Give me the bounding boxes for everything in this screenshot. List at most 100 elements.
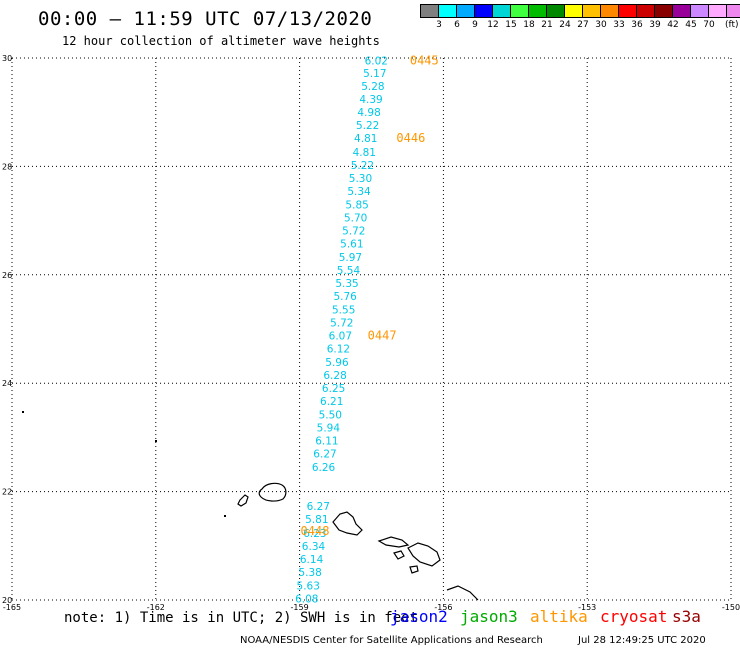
legend-label: 36 [631,20,643,30]
niihau-island [237,494,249,507]
hawaii-island [446,585,479,601]
swh-value: 6.11 [315,436,338,448]
mission-s3a: s3a [672,607,701,626]
y-tick-label: 28 [2,162,12,171]
x-tick-label: -153 [578,603,596,612]
swh-value: 6.07 [329,331,352,343]
legend-swatch [546,4,565,18]
swh-value: 5.97 [339,252,362,264]
y-tick-label: 20 [2,596,12,605]
swh-value: 6.27 [313,449,336,461]
x-tick-label: -159 [291,603,309,612]
generation-timestamp: Jul 28 12:49:25 UTC 2020 [578,635,706,646]
swh-value: 5.81 [305,514,328,526]
legend-label: 70 [703,20,715,30]
swh-value: 6.28 [323,370,346,382]
swh-value: 6.14 [300,554,324,566]
legend-swatch [636,4,655,18]
swh-value: 5.30 [349,173,372,185]
oahu-island [332,511,363,536]
footer-note: note: 1) Time is in UTC; 2) SWH is in fe… [64,610,419,626]
legend-label: 21 [541,20,553,30]
swh-value: 6.27 [307,501,330,513]
y-tick-label: 22 [2,488,12,497]
legend-label: 18 [523,20,535,30]
pass-time-label: 0445 [410,54,439,68]
swh-value: 6.25 [322,383,345,395]
legend-labels: (ft) 3 6 9 12 15 18 21 24 27 30 33 36 39 42 45 70 [421,18,740,32]
legend-swatch [708,4,727,18]
legend-swatch [690,4,709,18]
legend-label: 15 [505,20,517,30]
tick-labels: -165 -162 -159 -156 -153 -150 30 28 26 24 22 20 [2,54,740,612]
molokai-island [377,536,410,548]
legend-label: 9 [472,20,478,30]
swh-value: 6.12 [327,344,350,356]
swh-value: 6.34 [302,541,326,553]
legend-swatch [528,4,547,18]
swh-value: 5.72 [330,317,353,329]
islet-mark [22,411,24,413]
x-tick-label: -165 [3,603,21,612]
pass-time-label: 0446 [396,131,425,145]
kahoolawe-island [409,565,419,574]
pass-labels: 0445 0446 0447 0448 [301,54,439,538]
legend-swatch [672,4,691,18]
swh-value: 5.85 [345,199,368,211]
swh-value: 6.26 [312,462,336,474]
swh-value: 5.22 [356,120,379,132]
swh-value: 6.21 [320,396,343,408]
swh-value: 5.63 [297,580,320,592]
y-tick-label: 26 [2,271,12,280]
small-islets [22,411,226,517]
mission-altika: altika [530,607,588,626]
legend-label: 42 [667,20,679,30]
pass-time-label: 0447 [368,329,397,343]
maui-island [407,542,441,567]
legend-swatch [600,4,619,18]
legend-swatch [510,4,529,18]
swh-value: 5.35 [335,278,358,290]
legend-label: 33 [613,20,625,30]
x-tick-label: -150 [722,603,740,612]
swh-value: 4.81 [353,147,376,159]
swh-value: 5.17 [363,68,386,80]
legend-swatch [438,4,457,18]
swh-value: 5.28 [361,81,384,93]
swh-value: 6.08 [295,593,318,605]
legend-unit: (ft) [725,20,739,30]
swh-value: 6.02 [365,56,388,68]
mission-cryosat: cryosat [600,607,668,626]
swh-value: 5.61 [340,238,363,250]
legend-swatch [564,4,583,18]
legend-label: 3 [436,20,442,30]
legend-swatches [420,4,740,18]
legend-swatch [456,4,475,18]
legend-label: 30 [595,20,607,30]
hawaii-coastline [237,482,479,601]
swh-value: 4.98 [357,107,380,119]
y-tick-label: 24 [2,379,12,388]
map-title: 00:00 – 11:59 UTC 07/13/2020 [38,8,373,30]
swh-value: 5.22 [351,160,374,172]
islet-mark [155,440,157,442]
legend-label: 12 [487,20,499,30]
credit-line: NOAA/NESDIS Center for Satellite Applica… [240,635,543,646]
legend-label: 6 [454,20,460,30]
lanai-island [393,550,405,560]
legend-label: 45 [685,20,697,30]
legend-swatch [582,4,601,18]
legend-swatch [618,4,637,18]
legend-swatch [492,4,511,18]
swh-value: 5.38 [298,567,321,579]
y-tick-label: 30 [2,54,12,63]
mission-jason2: jason2 [390,607,448,626]
legend-swatch [474,4,493,18]
swh-value: 5.76 [333,291,357,303]
swh-value: 5.50 [319,410,342,422]
swh-value: 4.39 [359,94,382,106]
swh-value: 5.55 [332,304,355,316]
x-tick-label: -156 [434,603,452,612]
swh-value: 5.94 [317,423,341,435]
swh-value: 5.96 [325,357,349,369]
